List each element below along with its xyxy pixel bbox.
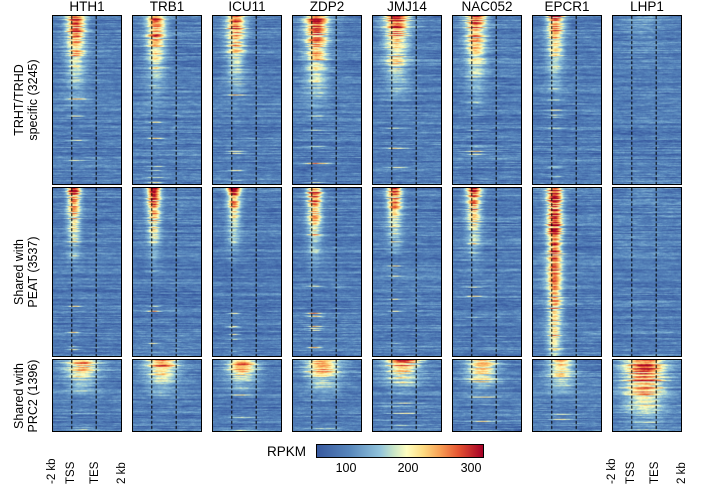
heatmap-canvas	[613, 360, 681, 431]
heatmap-canvas	[373, 16, 441, 184]
column-title-icu11: ICU11	[228, 0, 266, 14]
x-tick-right--2kb: -2 kb	[606, 458, 618, 484]
x-tick-left-2kb: 2 kb	[116, 462, 128, 484]
colorbar-tick-200: 200	[397, 461, 419, 475]
x-tick-right-2kb: 2 kb	[676, 462, 688, 484]
heatmap-panel-shared-peat-lhp1	[612, 187, 682, 357]
x-tick-left-tss: TSS	[65, 461, 77, 484]
heatmap-panel-trht-specific-nac052	[452, 15, 522, 185]
heatmap-canvas	[613, 188, 681, 356]
heatmap-canvas	[213, 360, 281, 431]
heatmap-panel-shared-prc2-hth1	[52, 359, 122, 432]
colorbar-tick-100: 100	[335, 461, 357, 475]
heatmap-canvas	[53, 188, 121, 356]
x-tick-right-tes: TES	[649, 461, 661, 484]
column-title-hth1: HTH1	[69, 0, 105, 14]
heatmap-canvas	[293, 16, 361, 184]
x-tick-left-tes: TES	[89, 461, 101, 484]
heatmap-canvas	[213, 16, 281, 184]
column-title-jmj14: JMJ14	[387, 0, 427, 14]
colorbar-tick-300: 300	[460, 461, 482, 475]
heatmap-panel-shared-prc2-epcr1	[532, 359, 602, 432]
colorbar-label: RPKM	[266, 444, 306, 459]
heatmap-canvas	[53, 360, 121, 431]
column-title-trb1: TRB1	[149, 0, 185, 14]
heatmap-panel-trht-specific-zdp2	[292, 15, 362, 185]
heatmap-panel-shared-prc2-jmj14	[372, 359, 442, 432]
heatmap-canvas	[533, 360, 601, 431]
column-title-lhp1: LHP1	[630, 0, 664, 14]
heatmap-panel-shared-peat-hth1	[52, 187, 122, 357]
heatmap-canvas	[453, 360, 521, 431]
column-title-epcr1: EPCR1	[544, 0, 590, 14]
heatmap-panel-trht-specific-epcr1	[532, 15, 602, 185]
heatmap-panel-trht-specific-icu11	[212, 15, 282, 185]
column-title-zdp2: ZDP2	[309, 0, 345, 14]
colorbar-gradient	[316, 444, 484, 458]
heatmap-canvas	[293, 360, 361, 431]
heatmap-canvas	[453, 16, 521, 184]
heatmap-panel-shared-prc2-trb1	[132, 359, 202, 432]
heatmap-panel-shared-peat-trb1	[132, 187, 202, 357]
column-title-nac052: NAC052	[461, 0, 513, 14]
heatmap-panel-shared-prc2-nac052	[452, 359, 522, 432]
heatmap-panel-trht-specific-jmj14	[372, 15, 442, 185]
heatmap-canvas	[373, 360, 441, 431]
heatmap-panel-trht-specific-trb1	[132, 15, 202, 185]
heatmap-canvas	[133, 188, 201, 356]
heatmap-panel-trht-specific-lhp1	[612, 15, 682, 185]
heatmap-panel-trht-specific-hth1	[52, 15, 122, 185]
heatmap-canvas	[533, 16, 601, 184]
heatmap-panel-shared-prc2-lhp1	[612, 359, 682, 432]
heatmap-canvas	[133, 16, 201, 184]
heatmap-panel-shared-peat-icu11	[212, 187, 282, 357]
heatmap-canvas	[133, 360, 201, 431]
heatmap-canvas	[613, 16, 681, 184]
heatmap-canvas	[373, 188, 441, 356]
heatmap-panel-shared-prc2-zdp2	[292, 359, 362, 432]
heatmap-canvas	[453, 188, 521, 356]
heatmap-panel-shared-peat-zdp2	[292, 187, 362, 357]
x-tick-left--2kb: -2 kb	[46, 458, 58, 484]
heatmap-canvas	[213, 188, 281, 356]
x-tick-right-tss: TSS	[625, 461, 637, 484]
heatmap-panel-shared-peat-epcr1	[532, 187, 602, 357]
heatmap-canvas	[293, 188, 361, 356]
heatmap-panel-shared-prc2-icu11	[212, 359, 282, 432]
heatmap-canvas	[53, 16, 121, 184]
heatmap-panel-shared-peat-nac052	[452, 187, 522, 357]
heatmap-canvas	[533, 188, 601, 356]
heatmap-panel-shared-peat-jmj14	[372, 187, 442, 357]
